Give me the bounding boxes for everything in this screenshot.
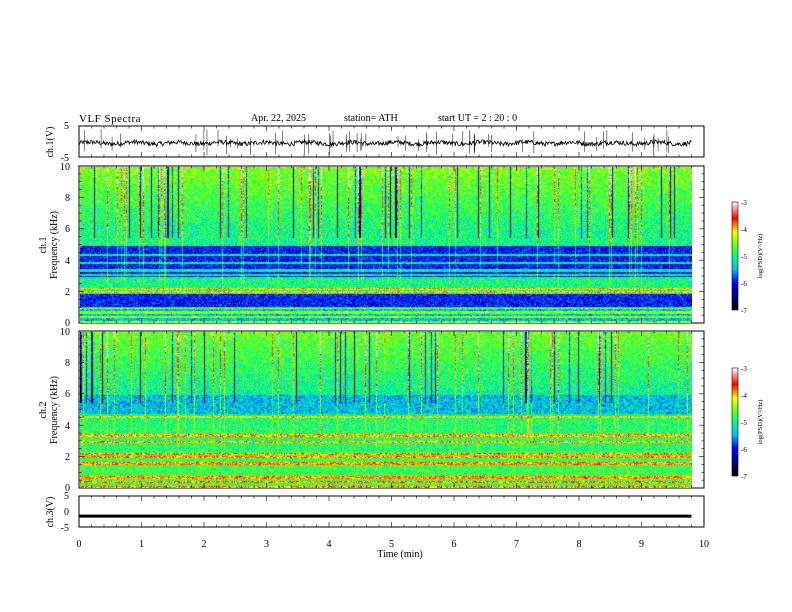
colorbar-gradient — [731, 201, 739, 311]
x-tick-label: 3 — [264, 539, 269, 550]
x-tick-label: 5 — [389, 539, 394, 550]
x-tick-label: 7 — [514, 539, 519, 550]
x-tick-label: 6 — [452, 539, 457, 550]
ch1-waveform-yticks: 5 -5 — [61, 121, 69, 164]
colorbar-tick: -3 — [741, 199, 747, 207]
tick-label: 0 — [64, 507, 69, 518]
ch3-waveform-yticks: 5 0 -5 — [61, 491, 69, 534]
colorbar-tick: -7 — [741, 307, 747, 315]
svg-text:Frequency (kHz): Frequency (kHz) — [49, 211, 60, 279]
colorbar-label: log(PSD)(V²/Hz) — [757, 400, 764, 445]
tick-label: 6 — [65, 389, 70, 400]
tick-label: 10 — [60, 327, 70, 338]
colorbar-gradient — [731, 367, 739, 477]
figure-title: VLF Spectra — [79, 113, 142, 125]
colorbar-label: log(PSD)(V²/Hz) — [757, 234, 764, 279]
x-tick-labels: 0 1 2 3 4 5 6 7 8 9 10 — [77, 539, 710, 550]
x-tick-label: 10 — [699, 539, 709, 550]
colorbar-tick: -4 — [741, 392, 747, 400]
tick-label: -5 — [61, 523, 69, 534]
ch2-spectrogram-image — [80, 332, 692, 488]
tick-label: 0 — [65, 483, 70, 494]
station-label: station= ATH — [344, 113, 398, 124]
tick-label: 2 — [65, 452, 70, 463]
x-tick-label: 4 — [327, 539, 332, 550]
svg-text:Frequency (kHz): Frequency (kHz) — [49, 376, 60, 444]
colorbar-tick: -5 — [741, 253, 747, 261]
tick-label: 0 — [65, 318, 70, 329]
tick-label: 6 — [65, 224, 70, 235]
tick-label: 10 — [60, 162, 70, 173]
ch1-spectrogram-ylabel: ch.1 Frequency (kHz) — [38, 211, 60, 279]
colorbar-tick: -6 — [741, 446, 747, 454]
x-tick-label: 9 — [639, 539, 644, 550]
start-time-label: start UT = 2 : 20 : 0 — [438, 113, 518, 124]
ch1-waveform-ylabel: ch.1(V) — [45, 127, 56, 158]
svg-text:ch.1: ch.1 — [38, 237, 49, 254]
ch2-colorbar: -3 -4 -5 -6 -7 log(PSD)(V²/Hz) — [731, 365, 764, 481]
tick-label: 2 — [65, 287, 70, 298]
ch3-waveform-ylabel: ch.3(V) — [45, 497, 56, 528]
colorbar-tick: -7 — [741, 473, 747, 481]
x-tick-label: 0 — [77, 539, 82, 550]
colorbar-tick: -5 — [741, 419, 747, 427]
tick-label: 8 — [65, 358, 70, 369]
ch1-spectrogram-image — [80, 167, 692, 323]
x-axis-label: Time (min) — [377, 549, 422, 560]
colorbar-tick: -6 — [741, 280, 747, 288]
x-tick-label: 2 — [202, 539, 207, 550]
ch1-waveform-spikes — [83, 129, 669, 156]
ch2-spectrogram-yticks: 0 2 4 6 8 10 — [60, 327, 70, 494]
x-tick-label: 1 — [139, 539, 144, 550]
svg-text:ch.2: ch.2 — [38, 402, 49, 419]
tick-marks — [78, 126, 705, 527]
colorbar-tick: -4 — [741, 226, 747, 234]
tick-label: 5 — [64, 491, 69, 502]
ch1-spectrogram-yticks: 0 2 4 6 8 10 — [60, 162, 70, 329]
ch2-spectrogram-ylabel: ch.2 Frequency (kHz) — [38, 376, 60, 444]
date-label: Apr. 22, 2025 — [251, 113, 306, 124]
ch1-waveform-trace — [78, 138, 692, 148]
colorbar-tick: -3 — [741, 365, 747, 373]
x-tick-label: 8 — [577, 539, 582, 550]
tick-label: -5 — [61, 153, 69, 164]
tick-label: 8 — [65, 193, 70, 204]
tick-label: 5 — [64, 121, 69, 132]
tick-label: 4 — [65, 256, 70, 267]
ch1-colorbar: -3 -4 -5 -6 -7 log(PSD)(V²/Hz) — [731, 199, 764, 315]
tick-label: 4 — [65, 421, 70, 432]
